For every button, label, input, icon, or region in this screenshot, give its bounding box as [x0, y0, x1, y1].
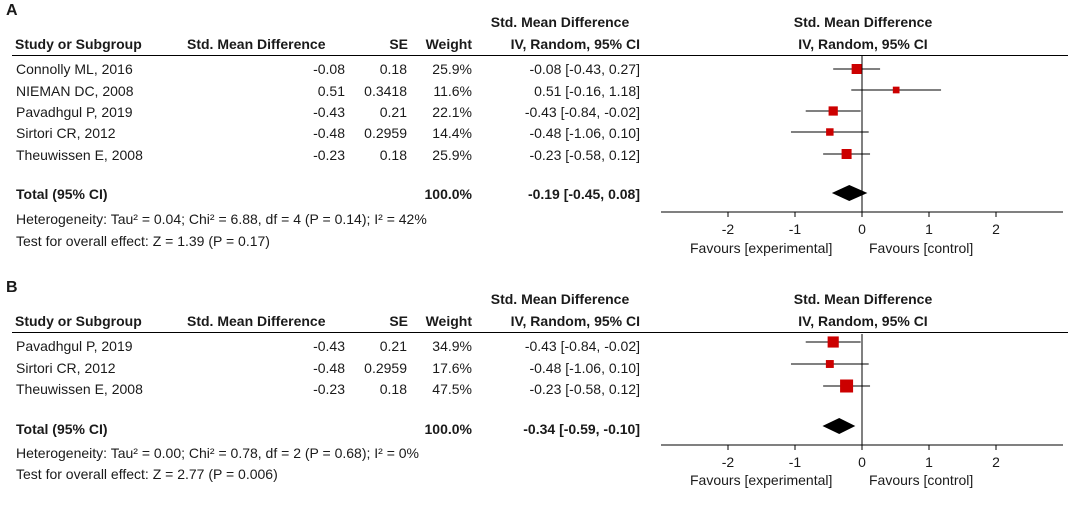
study-weight: 17.6% — [432, 360, 472, 376]
study-se: 0.21 — [379, 104, 407, 120]
study-name: Sirtori CR, 2012 — [16, 360, 116, 376]
forest-plot-b: -2 -1 0 1 2 — [661, 334, 1063, 470]
study-ci: 0.51 [-0.16, 1.18] — [534, 83, 640, 99]
total-label: Total (95% CI) — [16, 421, 108, 437]
header-study: Study or Subgroup — [15, 36, 142, 52]
x-tick-label: -1 — [789, 221, 802, 237]
forest-panel-b: B Std. Mean Difference Std. Mean Differe… — [0, 279, 1084, 526]
study-marker — [892, 86, 900, 94]
x-tick-label: 1 — [925, 454, 933, 470]
study-smd: -0.43 — [313, 104, 345, 120]
study-weight: 34.9% — [432, 338, 472, 354]
x-tick-label: -2 — [722, 454, 735, 470]
study-smd: -0.23 — [313, 381, 345, 397]
heterogeneity-text: Heterogeneity: Tau² = 0.00; Chi² = 0.78,… — [16, 445, 419, 461]
study-name: Sirtori CR, 2012 — [16, 125, 116, 141]
study-smd: -0.48 — [313, 125, 345, 141]
x-tick-label: -1 — [789, 454, 802, 470]
x-tick-label: 2 — [992, 454, 1000, 470]
header-smd: Std. Mean Difference — [187, 313, 326, 329]
study-weight: 25.9% — [432, 147, 472, 163]
study-ci: -0.48 [-1.06, 0.10] — [529, 125, 640, 141]
study-smd: 0.51 — [317, 83, 345, 99]
study-marker — [825, 360, 834, 368]
study-se: 0.18 — [379, 61, 407, 77]
study-smd: -0.48 — [313, 360, 345, 376]
study-se: 0.18 — [379, 147, 407, 163]
x-tick-label: -2 — [722, 221, 735, 237]
favours-right-label: Favours [control] — [869, 472, 974, 488]
study-name: Connolly ML, 2016 — [16, 61, 133, 77]
header-smd-group: Std. Mean Difference — [490, 14, 630, 30]
study-name: Pavadhgul P, 2019 — [16, 104, 133, 120]
study-name: Theuwissen E, 2008 — [16, 381, 143, 397]
total-weight: 100.0% — [424, 421, 472, 437]
overall-effect-text: Test for overall effect: Z = 1.39 (P = 0… — [16, 233, 270, 249]
study-ci: -0.23 [-0.58, 0.12] — [529, 147, 640, 163]
overall-effect-text: Test for overall effect: Z = 2.77 (P = 0… — [16, 466, 278, 482]
study-name: Pavadhgul P, 2019 — [16, 338, 133, 354]
study-weight: 25.9% — [432, 61, 472, 77]
study-se: 0.18 — [379, 381, 407, 397]
forest-panel-a: A Std. Mean Difference Std. Mean Differe… — [0, 0, 1084, 256]
header-se: SE — [389, 313, 408, 329]
study-ci: -0.43 [-0.84, -0.02] — [524, 338, 640, 354]
header-plot-group: Std. Mean Difference — [793, 14, 933, 30]
heterogeneity-text: Heterogeneity: Tau² = 0.04; Chi² = 6.88,… — [16, 211, 427, 227]
study-se: 0.2959 — [364, 125, 407, 141]
header-se: SE — [389, 36, 408, 52]
study-ci: -0.48 [-1.06, 0.10] — [529, 360, 640, 376]
study-smd: -0.08 — [313, 61, 345, 77]
study-marker — [841, 149, 852, 159]
total-weight: 100.0% — [424, 186, 472, 202]
study-smd: -0.43 — [313, 338, 345, 354]
favours-left-label: Favours [experimental] — [690, 472, 833, 488]
study-ci: -0.43 [-0.84, -0.02] — [524, 104, 640, 120]
study-name: Theuwissen E, 2008 — [16, 147, 143, 163]
header-rule — [12, 332, 1068, 333]
header-plot-ci: IV, Random, 95% CI — [798, 36, 928, 52]
header-rule — [12, 55, 1068, 56]
forest-plot-a: -2 -1 0 1 2 — [661, 56, 1063, 237]
x-tick-label: 0 — [858, 221, 866, 237]
study-weight: 11.6% — [433, 83, 472, 99]
header-study: Study or Subgroup — [15, 313, 142, 329]
study-se: 0.3418 — [364, 83, 407, 99]
header-ci: IV, Random, 95% CI — [510, 36, 640, 52]
favours-right-label: Favours [control] — [869, 240, 974, 256]
study-marker — [828, 106, 838, 116]
pooled-diamond — [822, 418, 856, 434]
study-name: NIEMAN DC, 2008 — [16, 83, 134, 99]
study-marker — [826, 128, 834, 136]
header-plot-ci: IV, Random, 95% CI — [798, 313, 928, 329]
header-smd: Std. Mean Difference — [187, 36, 326, 52]
study-marker — [827, 336, 839, 348]
x-tick-label: 1 — [925, 221, 933, 237]
panel-label: B — [6, 279, 18, 296]
x-tick-label: 0 — [858, 454, 866, 470]
header-ci: IV, Random, 95% CI — [510, 313, 640, 329]
header-smd-group: Std. Mean Difference — [490, 291, 630, 307]
study-marker — [840, 379, 854, 393]
panel-label: A — [6, 2, 18, 19]
study-marker — [851, 64, 862, 74]
study-weight: 22.1% — [432, 104, 472, 120]
study-se: 0.2959 — [364, 360, 407, 376]
total-label: Total (95% CI) — [16, 186, 108, 202]
header-plot-group: Std. Mean Difference — [793, 291, 933, 307]
header-weight: Weight — [425, 36, 472, 52]
total-ci: -0.34 [-0.59, -0.10] — [523, 421, 640, 437]
study-ci: -0.08 [-0.43, 0.27] — [529, 61, 640, 77]
study-weight: 47.5% — [432, 381, 472, 397]
study-weight: 14.4% — [432, 125, 472, 141]
total-ci: -0.19 [-0.45, 0.08] — [527, 186, 640, 202]
x-tick-label: 2 — [992, 221, 1000, 237]
study-se: 0.21 — [379, 338, 407, 354]
pooled-diamond — [831, 185, 868, 201]
favours-left-label: Favours [experimental] — [690, 240, 833, 256]
header-weight: Weight — [425, 313, 472, 329]
study-smd: -0.23 — [313, 147, 345, 163]
study-ci: -0.23 [-0.58, 0.12] — [529, 381, 640, 397]
